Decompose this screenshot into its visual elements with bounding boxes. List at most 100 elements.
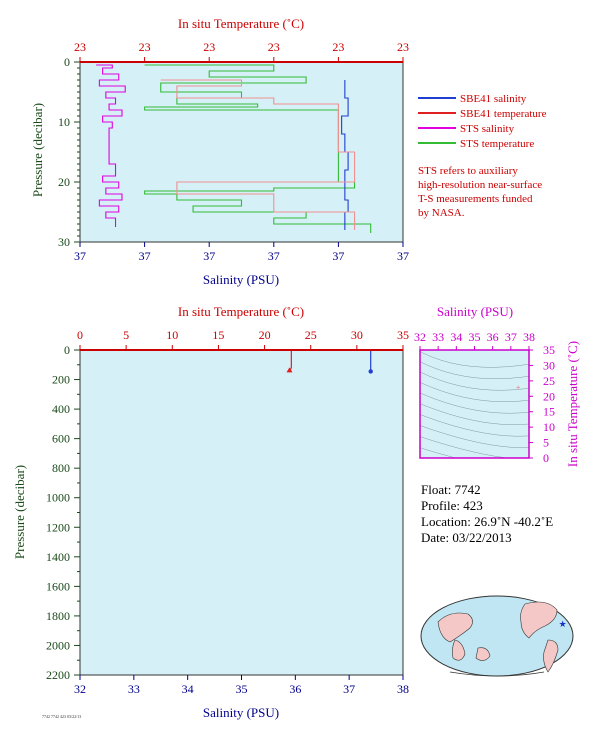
bottom-salinity-tick-label: 36 xyxy=(289,682,301,696)
top-series-group xyxy=(96,64,372,233)
top-pressure-tick-label: 10 xyxy=(58,115,70,129)
top-temperature-tick-label: 23 xyxy=(139,40,151,54)
top-salinity-tick-label: 37 xyxy=(397,249,409,263)
bottom-pressure-tick-label: 1200 xyxy=(46,520,70,534)
note-line-4: by NASA. xyxy=(418,207,465,219)
top-salinity-ticks: 37 37 37 37 37 37 xyxy=(74,242,409,263)
bottom-temperature-tick-label: 25 xyxy=(305,328,317,342)
bottom-pressure-tick-label: 200 xyxy=(52,373,70,387)
map-landmass-asia-europe xyxy=(437,612,473,643)
ts-density-contour xyxy=(420,371,529,391)
ts-salinity-tick-label: 38 xyxy=(523,330,535,344)
bottom-temperature-tick-label: 35 xyxy=(397,328,409,342)
ts-salinity-axis-title: Salinity (PSU) xyxy=(437,304,513,319)
ts-density-contour xyxy=(420,351,529,368)
series-line-sts-temperature xyxy=(144,64,372,233)
bottom-salinity-tick-label: 34 xyxy=(182,682,194,696)
bottom-pressure-tick-label: 1400 xyxy=(46,550,70,564)
location: Location: 26.9˚N -40.2˚E xyxy=(421,514,553,529)
map-landmass-north-america xyxy=(520,601,558,639)
bottom-pressure-tick-label: 2200 xyxy=(46,668,70,682)
top-temperature-tick-label: 23 xyxy=(203,40,215,54)
top-pressure-axis-title: Pressure (decibar) xyxy=(30,103,45,197)
top-pressure-tick-label: 20 xyxy=(58,175,70,189)
ts-salinity-tick-label: 34 xyxy=(450,330,462,344)
top-temperature-tick-label: 23 xyxy=(74,40,86,54)
bottom-pressure-tick-label: 1000 xyxy=(46,491,70,505)
float-info: Float: 7742 Profile: 423 Location: 26.9˚… xyxy=(421,482,553,545)
map-landmass-south-america xyxy=(543,639,559,673)
bottom-pressure-tick-label: 1800 xyxy=(46,609,70,623)
bottom-temperature-tick-label: 15 xyxy=(212,328,224,342)
series-line-sts-salinity xyxy=(96,64,126,227)
map-landmass-africa xyxy=(452,639,466,661)
legend-label-sbe-temperature: SBE41 temperature xyxy=(460,108,547,120)
top-salinity-tick-label: 37 xyxy=(74,249,86,263)
ts-density-contour xyxy=(420,381,529,402)
bottom-pressure-tick-label: 2000 xyxy=(46,638,70,652)
bottom-temperature-tick-label: 30 xyxy=(351,328,363,342)
map-landmass-australia xyxy=(475,647,491,661)
map-landmass-antarctica xyxy=(449,671,545,677)
bottom-salinity-tick-label: 32 xyxy=(74,682,86,696)
float-location-star: ★ xyxy=(559,619,567,629)
bottom-chart: In situ Temperature (˚C) 0 5 10 15 20 25 30 35 … xyxy=(12,304,409,720)
bottom-pressure-tick-label: 400 xyxy=(52,402,70,416)
top-salinity-tick-label: 37 xyxy=(332,249,344,263)
top-temperature-axis-title: In situ Temperature (˚C) xyxy=(178,16,304,31)
sts-note: STS refers to auxiliary high-resolution … xyxy=(418,165,542,219)
legend-label-sts-temperature: STS temperature xyxy=(460,138,534,150)
legend-label-sts-salinity: STS salinity xyxy=(460,123,515,135)
bottom-pressure-tick-label: 600 xyxy=(52,432,70,446)
top-salinity-tick-label: 37 xyxy=(139,249,151,263)
legend-label-sbe-salinity: SBE41 salinity xyxy=(460,93,527,105)
ts-density-contour xyxy=(420,403,529,425)
ts-temperature-tick-label: 10 xyxy=(543,420,555,434)
series-line-sbe41-temperature xyxy=(160,79,356,230)
top-pressure-tick-label: 30 xyxy=(58,235,70,249)
bottom-pressure-tick-label: 800 xyxy=(52,461,70,475)
ts-salinity-tick-label: 35 xyxy=(469,330,481,344)
top-temperature-tick-label: 23 xyxy=(397,40,409,54)
top-salinity-tick-label: 37 xyxy=(268,249,280,263)
bottom-pressure-axis-title: Pressure (decibar) xyxy=(12,465,27,559)
bottom-salinity-tick-label: 35 xyxy=(236,682,248,696)
ts-temperature-tick-label: 15 xyxy=(543,405,555,419)
top-temperature-ticks: 23 23 23 23 23 23 xyxy=(74,40,409,62)
top-temperature-tick-label: 23 xyxy=(268,40,280,54)
ts-salinity-ticks: 32 33 34 35 36 37 38 xyxy=(414,330,535,350)
ts-plot-area xyxy=(420,350,529,458)
ts-density-contour xyxy=(420,414,529,437)
ts-density-contour xyxy=(420,392,529,414)
bottom-pressure-ticks: 0 200 400 600 800 1000 1200 1400 1600 1800 2000 220… xyxy=(46,343,80,682)
ts-salinity-tick-label: 37 xyxy=(505,330,517,344)
top-pressure-ticks: 0 10 20 30 xyxy=(58,55,80,249)
ts-temperature-tick-label: 30 xyxy=(543,358,555,372)
profile-number: Profile: 423 xyxy=(421,498,483,513)
footer-stamp: 7742 7742 423 03/22/13 xyxy=(42,714,81,719)
note-line-1: STS refers to auxiliary xyxy=(418,165,518,177)
bottom-salinity-ticks: 32 33 34 35 36 37 38 xyxy=(74,675,409,696)
legend: SBE41 salinity SBE41 temperature STS sal… xyxy=(418,93,547,150)
bottom-temperature-tick-label: 5 xyxy=(123,328,129,342)
ts-salinity-tick-label: 32 xyxy=(414,330,426,344)
bottom-pressure-tick-label: 1600 xyxy=(46,579,70,593)
top-salinity-tick-label: 37 xyxy=(203,249,215,263)
ts-points-group: + xyxy=(516,383,521,392)
ts-temperature-tick-label: 35 xyxy=(543,343,555,357)
bottom-salinity-axis-title: Salinity (PSU) xyxy=(203,705,279,720)
bottom-pressure-tick-label: 0 xyxy=(64,343,70,357)
ts-density-contour xyxy=(420,425,529,448)
bottom-plot-area xyxy=(80,350,403,675)
note-line-3: T-S measurements funded xyxy=(418,193,533,205)
float-id: Float: 7742 xyxy=(421,482,481,497)
bottom-salinity-marker xyxy=(368,369,373,374)
top-salinity-axis-title: Salinity (PSU) xyxy=(203,272,279,287)
bottom-salinity-tick-label: 38 xyxy=(397,682,409,696)
float-location-marker: ★ xyxy=(559,619,567,629)
ts-salinity-tick-label: 33 xyxy=(432,330,444,344)
note-line-2: high-resolution near-surface xyxy=(418,179,542,191)
